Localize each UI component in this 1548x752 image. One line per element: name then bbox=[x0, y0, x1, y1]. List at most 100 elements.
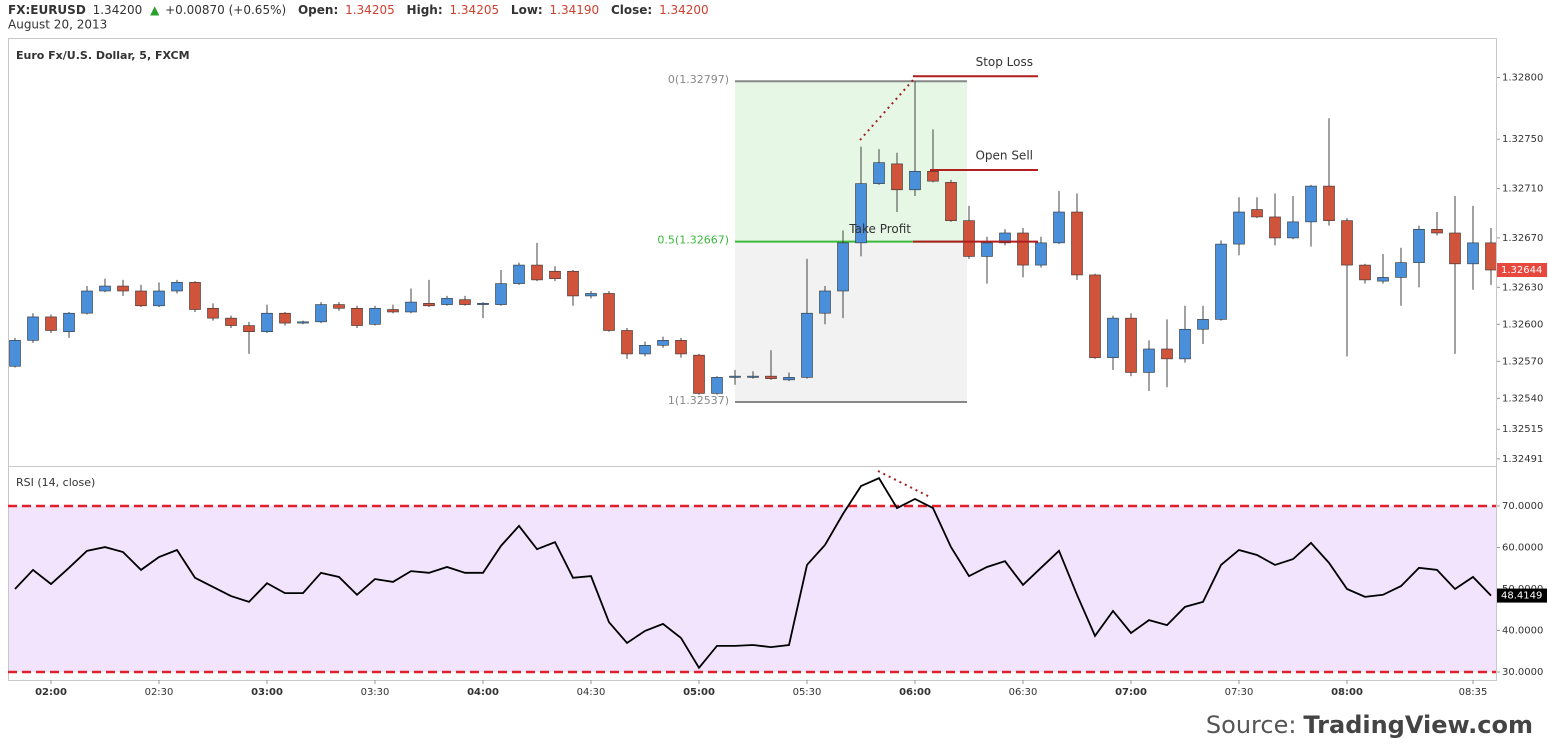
candle-body bbox=[171, 282, 183, 292]
candle-body bbox=[531, 264, 543, 281]
candle-body bbox=[639, 344, 651, 355]
x-tick-label: 04:00 bbox=[467, 687, 499, 698]
candle-body bbox=[27, 316, 39, 341]
candle-body bbox=[369, 307, 381, 325]
candle-body bbox=[99, 285, 111, 292]
candle-body bbox=[693, 354, 705, 394]
candle-body bbox=[1215, 243, 1227, 320]
high: 1.34205 bbox=[449, 3, 499, 17]
candle-body bbox=[873, 162, 885, 184]
stop-loss-dotted bbox=[859, 79, 914, 141]
y-tick-label: 1.32670 bbox=[1502, 233, 1543, 244]
rsi-line bbox=[14, 477, 1492, 670]
candle-body bbox=[1395, 262, 1407, 278]
candle-body bbox=[1017, 232, 1029, 266]
last-price-tag bbox=[1497, 263, 1547, 278]
candle-body bbox=[45, 316, 57, 331]
x-tick-label: 06:00 bbox=[899, 687, 931, 698]
candle-body bbox=[981, 242, 993, 257]
candle-body bbox=[855, 183, 867, 244]
open-label: Open: bbox=[298, 3, 338, 17]
candle-body bbox=[333, 304, 345, 309]
candle-body bbox=[1341, 220, 1353, 266]
last-value-label: 48.4149 bbox=[1501, 591, 1542, 602]
candle-body bbox=[441, 298, 453, 305]
close-label: Close: bbox=[611, 3, 652, 17]
mark-layer: Euro Fx/U.S. Dollar, 5, FXCM 0(1.32797) 0.… bbox=[8, 49, 1547, 698]
candle-body bbox=[279, 312, 291, 324]
y-tick-label: 1.32600 bbox=[1502, 319, 1543, 330]
header-line: FX:EURUSD 1.34200 ▲ +0.00870 (+0.65%) Op… bbox=[8, 3, 709, 17]
candle-body bbox=[1035, 242, 1047, 266]
candle-body bbox=[675, 340, 687, 355]
candle-body bbox=[459, 299, 471, 305]
candle-body bbox=[1251, 209, 1263, 218]
source-prefix: Source: bbox=[1206, 711, 1297, 739]
candle-body bbox=[1053, 211, 1065, 244]
candle-body bbox=[1287, 221, 1299, 239]
candle-body bbox=[783, 377, 795, 381]
y-tick-label: 60.0000 bbox=[1502, 543, 1543, 554]
y-tick-label: 1.32630 bbox=[1502, 282, 1543, 293]
candle-body bbox=[1107, 317, 1119, 358]
candle-body bbox=[711, 377, 723, 394]
fib-label: 0(1.32797) bbox=[668, 73, 729, 86]
source: Source: TradingView.com bbox=[1206, 711, 1533, 739]
fib-zone bbox=[735, 241, 967, 403]
x-tick-label: 03:00 bbox=[251, 687, 283, 698]
candle-body bbox=[207, 307, 219, 319]
candle-body bbox=[1305, 185, 1317, 223]
candle-body bbox=[1449, 232, 1461, 265]
price: 1.34200 bbox=[93, 3, 143, 17]
candle-body bbox=[495, 283, 507, 305]
candle-body bbox=[387, 309, 399, 313]
candle-body bbox=[243, 325, 255, 333]
candle-body bbox=[963, 220, 975, 257]
y-tick-label: 1.32515 bbox=[1502, 424, 1543, 435]
candle-body bbox=[9, 340, 21, 367]
candle-body bbox=[945, 182, 957, 221]
candle-body bbox=[1233, 211, 1245, 245]
fib-label: 1(1.32537) bbox=[668, 394, 729, 407]
rsi-divergence-dotted bbox=[877, 470, 931, 498]
annotation-label: Open Sell bbox=[975, 149, 1033, 163]
candle-body bbox=[351, 307, 363, 326]
y-tick-label: 1.32540 bbox=[1502, 393, 1543, 404]
annotation-label: Take Profit bbox=[848, 222, 911, 236]
x-tick-label: 07:00 bbox=[1115, 687, 1147, 698]
x-tick-label: 08:00 bbox=[1331, 687, 1363, 698]
candle-body bbox=[297, 321, 309, 324]
candle-body bbox=[81, 290, 93, 314]
candle-body bbox=[189, 282, 201, 310]
last-price-label: 1.32644 bbox=[1501, 265, 1542, 276]
candle-body bbox=[1323, 185, 1335, 221]
candle-body bbox=[63, 312, 75, 333]
y-tick-label: 1.32491 bbox=[1502, 454, 1543, 465]
x-tick-label: 03:30 bbox=[361, 687, 390, 698]
candle-body bbox=[909, 170, 921, 191]
candle-body bbox=[747, 375, 759, 378]
candle-body bbox=[1431, 228, 1443, 234]
last-value-tag bbox=[1497, 588, 1547, 603]
candle-body bbox=[999, 232, 1011, 244]
candle-body bbox=[621, 330, 633, 355]
y-tick-label: 1.32570 bbox=[1502, 356, 1543, 367]
y-tick-label: 70.0000 bbox=[1502, 501, 1543, 512]
x-tick-label: 04:30 bbox=[577, 687, 606, 698]
candle-body bbox=[1269, 216, 1281, 239]
rsi-band bbox=[9, 506, 1496, 672]
candle-body bbox=[1125, 317, 1137, 373]
candle-body bbox=[423, 303, 435, 307]
candle-body bbox=[1143, 348, 1155, 373]
date: August 20, 2013 bbox=[8, 18, 107, 32]
symbol: FX:EURUSD bbox=[8, 3, 86, 17]
x-tick-label: 05:00 bbox=[683, 687, 715, 698]
x-tick-label: 02:30 bbox=[145, 687, 174, 698]
annotation-label: Stop Loss bbox=[976, 55, 1033, 69]
up-arrow: ▲ bbox=[150, 3, 160, 17]
candle-body bbox=[657, 340, 669, 346]
candle-body bbox=[927, 170, 939, 182]
fib-label: 0.5(1.32667) bbox=[657, 234, 729, 247]
candle-body bbox=[261, 312, 273, 333]
